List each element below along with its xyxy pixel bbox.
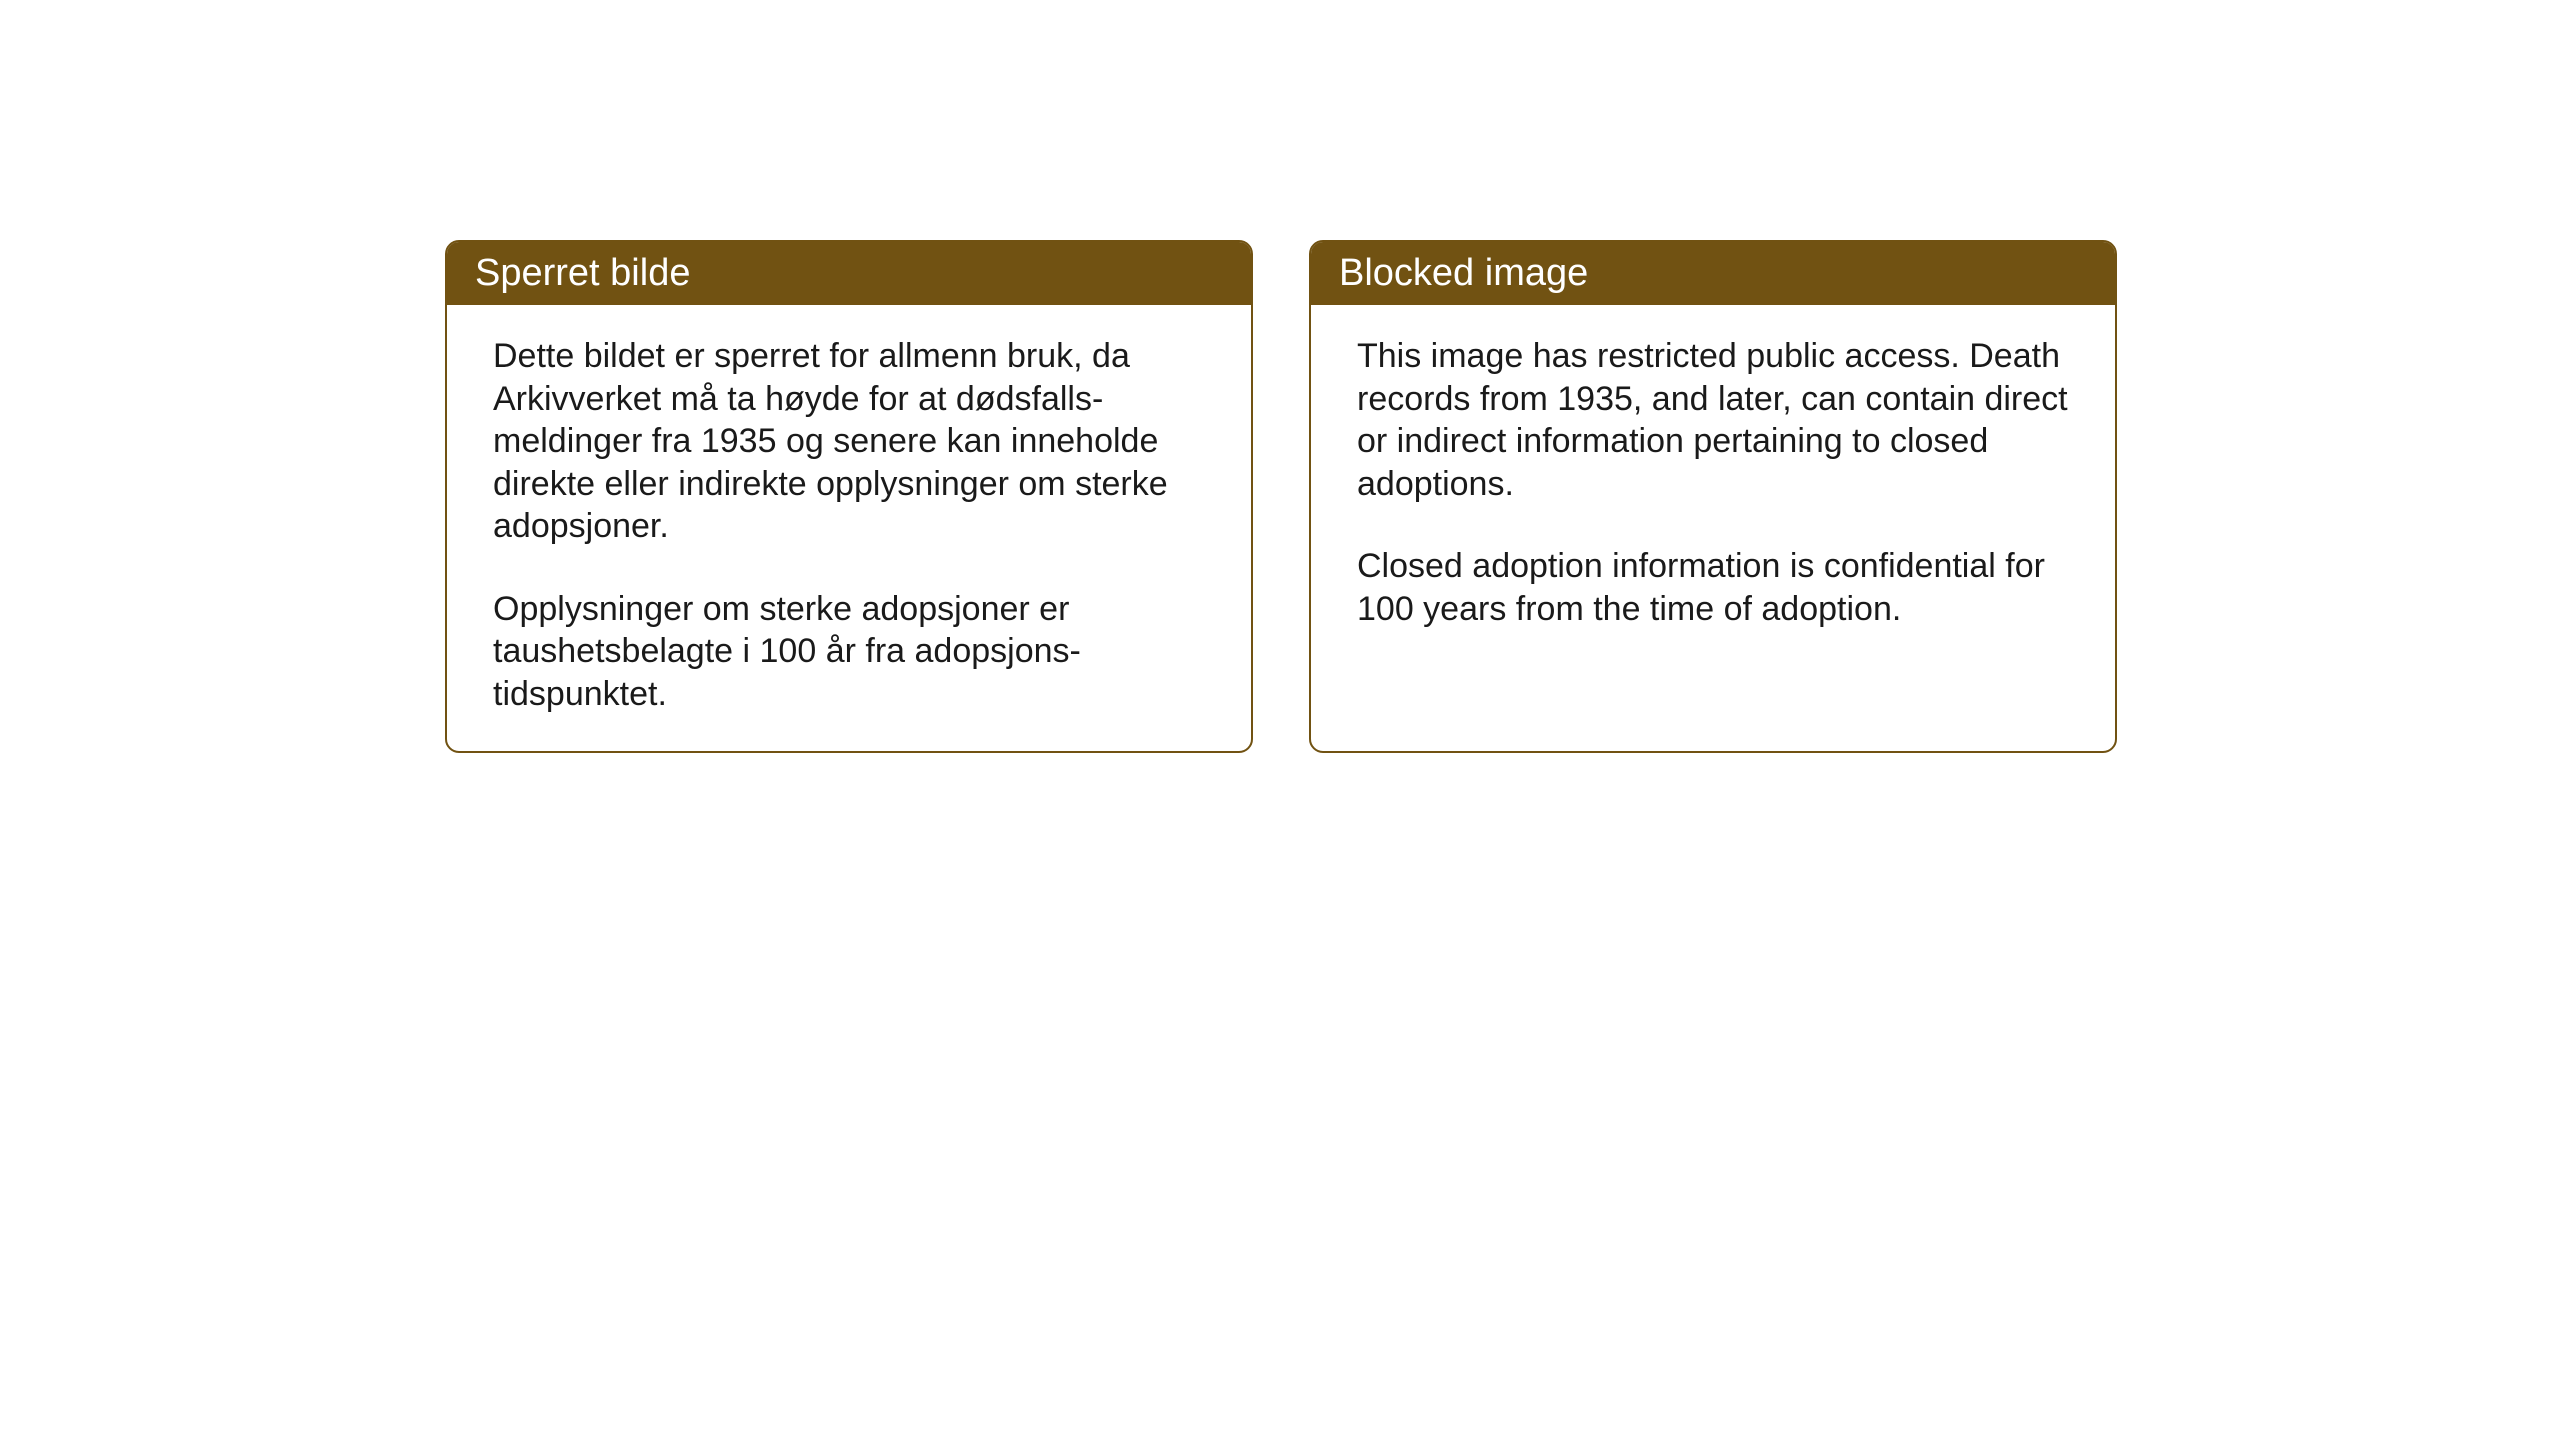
card-english-header: Blocked image xyxy=(1311,242,2115,305)
cards-container: Sperret bilde Dette bildet er sperret fo… xyxy=(445,240,2117,753)
card-norwegian-paragraph-2: Opplysninger om sterke adopsjoner er tau… xyxy=(493,588,1205,716)
card-english-title: Blocked image xyxy=(1339,252,1588,294)
card-norwegian-title: Sperret bilde xyxy=(475,252,690,294)
card-english: Blocked image This image has restricted … xyxy=(1309,240,2117,753)
card-norwegian-paragraph-1: Dette bildet er sperret for allmenn bruk… xyxy=(493,335,1205,548)
card-english-paragraph-2: Closed adoption information is confident… xyxy=(1357,545,2069,630)
card-english-paragraph-1: This image has restricted public access.… xyxy=(1357,335,2069,505)
card-norwegian-header: Sperret bilde xyxy=(447,242,1251,305)
card-norwegian-body: Dette bildet er sperret for allmenn bruk… xyxy=(447,305,1251,751)
card-norwegian: Sperret bilde Dette bildet er sperret fo… xyxy=(445,240,1253,753)
card-english-body: This image has restricted public access.… xyxy=(1311,305,2115,705)
